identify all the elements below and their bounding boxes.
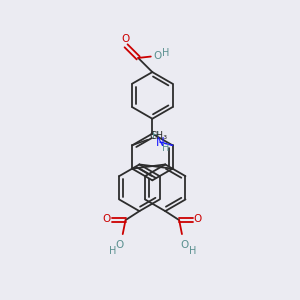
Text: O: O bbox=[154, 51, 162, 61]
Text: H: H bbox=[161, 48, 169, 58]
Text: O: O bbox=[194, 214, 202, 224]
Text: O: O bbox=[116, 240, 124, 250]
Text: O: O bbox=[121, 34, 129, 44]
Text: CH₃: CH₃ bbox=[150, 131, 168, 141]
Text: O: O bbox=[181, 240, 189, 250]
Text: H: H bbox=[152, 131, 159, 142]
Text: O: O bbox=[103, 214, 111, 224]
Text: N: N bbox=[156, 136, 164, 148]
Text: H: H bbox=[109, 246, 116, 256]
Text: H: H bbox=[162, 143, 169, 153]
Text: H: H bbox=[188, 246, 196, 256]
